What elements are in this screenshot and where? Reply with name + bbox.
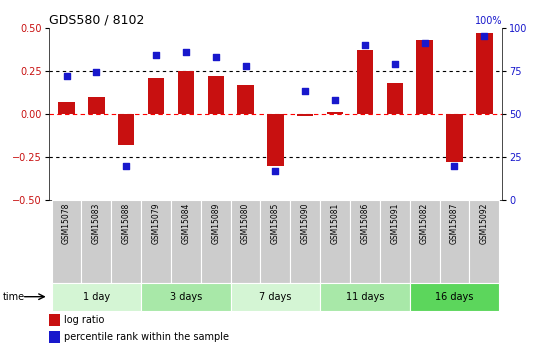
Text: 7 days: 7 days — [259, 292, 292, 302]
Bar — [410, 283, 499, 310]
Bar — [201, 200, 231, 283]
Bar — [88, 97, 105, 114]
Text: GSM15080: GSM15080 — [241, 203, 250, 244]
Text: GSM15086: GSM15086 — [360, 203, 369, 244]
Bar — [357, 50, 373, 114]
Bar — [297, 114, 313, 116]
Point — [62, 73, 71, 79]
Text: GSM15092: GSM15092 — [480, 203, 489, 244]
Bar — [207, 76, 224, 114]
Bar — [440, 200, 469, 283]
Text: GSM15081: GSM15081 — [330, 203, 340, 244]
Text: GDS580 / 8102: GDS580 / 8102 — [49, 13, 144, 27]
Point — [361, 42, 369, 48]
Text: GSM15083: GSM15083 — [92, 203, 101, 244]
Point — [301, 89, 309, 94]
Bar — [469, 200, 499, 283]
Text: log ratio: log ratio — [64, 315, 105, 325]
Point — [152, 52, 160, 58]
Bar — [49, 314, 60, 326]
Text: GSM15089: GSM15089 — [211, 203, 220, 244]
Point — [420, 40, 429, 46]
Text: GSM15091: GSM15091 — [390, 203, 399, 244]
Point — [331, 97, 340, 103]
Bar — [291, 200, 320, 283]
Bar — [416, 40, 433, 114]
Bar — [320, 200, 350, 283]
Text: 3 days: 3 days — [170, 292, 202, 302]
Point — [241, 63, 250, 68]
Text: percentile rank within the sample: percentile rank within the sample — [64, 332, 230, 342]
Bar — [118, 114, 134, 145]
Bar — [49, 331, 60, 343]
Bar — [171, 200, 201, 283]
Bar — [350, 200, 380, 283]
Bar — [267, 114, 284, 166]
Point — [122, 163, 131, 168]
Point — [181, 49, 190, 55]
Bar — [141, 283, 231, 310]
Text: GSM15078: GSM15078 — [62, 203, 71, 244]
Text: GSM15085: GSM15085 — [271, 203, 280, 244]
Text: GSM15087: GSM15087 — [450, 203, 459, 244]
Text: 11 days: 11 days — [346, 292, 384, 302]
Text: 16 days: 16 days — [435, 292, 474, 302]
Bar — [410, 200, 440, 283]
Bar — [178, 71, 194, 114]
Text: 1 day: 1 day — [83, 292, 110, 302]
Bar — [260, 200, 291, 283]
Bar — [141, 200, 171, 283]
Bar — [52, 283, 141, 310]
Bar — [148, 78, 164, 114]
Bar — [380, 200, 410, 283]
Text: GSM15084: GSM15084 — [181, 203, 191, 244]
Text: GSM15088: GSM15088 — [122, 203, 131, 244]
Bar — [476, 33, 492, 114]
Bar — [111, 200, 141, 283]
Text: GSM15090: GSM15090 — [301, 203, 310, 244]
Point — [211, 54, 220, 60]
Text: 100%: 100% — [475, 16, 502, 26]
Point — [390, 61, 399, 67]
Text: GSM15079: GSM15079 — [152, 203, 160, 244]
Bar — [52, 200, 82, 283]
Bar — [446, 114, 463, 162]
Point — [450, 163, 459, 168]
Text: time: time — [3, 292, 25, 302]
Bar — [238, 85, 254, 114]
Bar — [82, 200, 111, 283]
Bar — [387, 83, 403, 114]
Point — [271, 168, 280, 174]
Bar — [231, 283, 320, 310]
Bar — [327, 112, 343, 114]
Point — [480, 33, 489, 39]
Bar — [320, 283, 410, 310]
Bar — [231, 200, 260, 283]
Bar — [58, 102, 75, 114]
Text: GSM15082: GSM15082 — [420, 203, 429, 244]
Point — [92, 70, 100, 75]
